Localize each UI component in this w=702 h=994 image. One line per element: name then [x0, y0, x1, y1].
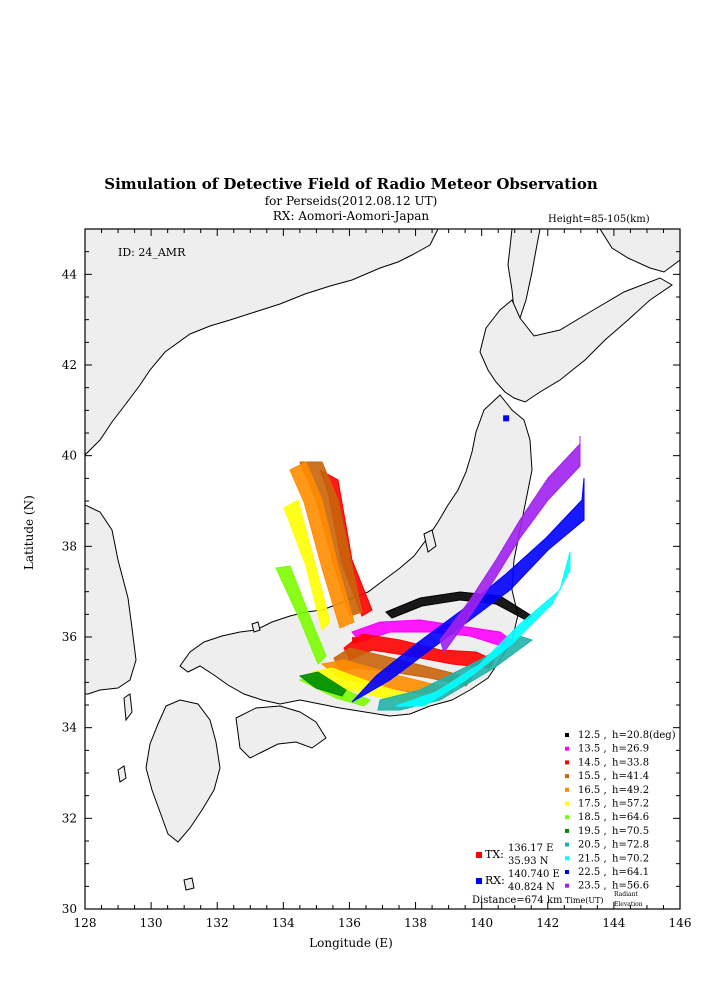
x-tick-label: 130: [140, 916, 163, 930]
land-shikoku: [235, 705, 327, 759]
height-range-label: Height=85-105(km): [548, 214, 650, 225]
y-tick-label: 32: [62, 811, 77, 825]
x-tick-label: 142: [536, 916, 559, 930]
x-tick-label: 146: [669, 916, 692, 930]
legend-time: 18.5 ,: [578, 812, 607, 823]
legend-time: 22.5 ,: [578, 867, 607, 878]
land-oki: [251, 621, 261, 633]
legend-elevation: h=72.8: [612, 840, 649, 851]
legend-footer-radiant: Radiant: [614, 891, 638, 898]
land-sakhalin: [507, 229, 541, 320]
axis-ticks: [84, 228, 681, 910]
y-tick-label: 38: [62, 539, 77, 553]
legend-swatch: [565, 870, 569, 874]
detection-band-21-5: [395, 551, 571, 707]
legend-time: 13.5 ,: [578, 744, 607, 755]
legend-time: 20.5 ,: [578, 840, 607, 851]
legend-time: 12.5 ,: [578, 730, 607, 741]
legend-elevation: h=26.9: [612, 744, 649, 755]
legend-time: 16.5 ,: [578, 785, 607, 796]
tx-station-marker: [352, 637, 359, 644]
legend-time: 21.5 ,: [578, 853, 607, 864]
legend-elevation: h=33.8: [612, 757, 649, 768]
y-tick-label: 34: [62, 721, 78, 735]
legend-swatch: [565, 842, 569, 847]
id-label: ID: 24_AMR: [118, 246, 186, 259]
y-tick-labels: 30 32 34 36 38 40 42 44: [62, 267, 78, 916]
x-tick-label: 136: [338, 916, 361, 930]
legend-swatch: [565, 815, 569, 820]
x-axis-label: Longitude (E): [309, 936, 393, 950]
chart-subtitle-receiver: RX: Aomori-Aomori-Japan: [272, 209, 430, 223]
rx-label: RX:: [485, 874, 505, 887]
land-asia-mainland: [85, 229, 439, 456]
y-tick-label: 42: [62, 358, 77, 372]
rx-lon: 140.740 E: [508, 869, 560, 880]
detection-band-19-5: [298, 671, 347, 697]
land-yakushima: [183, 877, 195, 891]
x-tick-label: 144: [602, 916, 625, 930]
x-tick-label: 132: [206, 916, 229, 930]
y-tick-label: 30: [62, 902, 77, 916]
tx-legend-swatch: [476, 852, 482, 858]
x-tick-label: 128: [74, 916, 97, 930]
legend-swatch: [565, 760, 569, 765]
legend-swatch: [565, 801, 569, 806]
legend-elevation: h=70.5: [612, 826, 649, 837]
rx-station-marker: [503, 415, 510, 422]
x-tick-label: 138: [404, 916, 427, 930]
legend-elevation: h=56.6: [612, 881, 649, 892]
x-tick-label: 140: [470, 916, 493, 930]
legend-elevation: h=64.1: [612, 867, 649, 878]
legend-time: 17.5 ,: [578, 799, 607, 810]
land-tsushima: [123, 693, 133, 722]
legend-footer-time: Time(UT): [565, 896, 604, 905]
x-tick-label: 134: [272, 916, 295, 930]
tx-label: TX:: [485, 848, 504, 861]
land-hokkaido: [479, 277, 673, 403]
y-tick-label: 40: [62, 449, 77, 463]
legend-elevation: h=20.8(deg): [612, 730, 676, 741]
legend-time: 14.5 ,: [578, 757, 607, 768]
land-korea: [85, 504, 137, 695]
legend-swatch: [565, 733, 569, 737]
y-tick-label: 36: [62, 630, 77, 644]
legend-swatch: [565, 856, 569, 861]
legend-elevation: h=49.2: [612, 785, 649, 796]
legend-swatch: [565, 787, 569, 792]
legend-time: 19.5 ,: [578, 826, 607, 837]
land-kyushu: [145, 699, 221, 843]
legend-swatch: [565, 883, 569, 888]
x-tick-labels: 128 130 132 134 136 138 140 142 144 146: [74, 916, 692, 930]
land-sado: [423, 529, 437, 553]
legend-time: 23.5 ,: [578, 881, 607, 892]
rx-lat: 40.824 N: [508, 882, 555, 893]
detection-band-23-5: [439, 436, 581, 654]
y-tick-label: 44: [62, 267, 78, 281]
legend-swatch: [565, 774, 569, 779]
legend-swatch: [565, 746, 569, 751]
legend-elevation: h=57.2: [612, 799, 649, 810]
land-upper-right: [599, 229, 680, 273]
legend: 12.5 , h=20.8(deg) 13.5 , h=26.9 14.5 , h=33.…: [565, 730, 676, 892]
distance-label: Distance=674 km: [472, 895, 563, 906]
tx-lon: 136.17 E: [508, 843, 553, 854]
legend-swatch: [565, 828, 569, 833]
tx-lat: 35.93 N: [508, 856, 549, 867]
y-axis-label: Latitude (N): [22, 495, 36, 570]
detection-bands: [275, 436, 585, 711]
chart-title: Simulation of Detective Field of Radio M…: [104, 175, 598, 193]
rx-legend-swatch: [476, 878, 482, 884]
legend-time: 15.5 ,: [578, 771, 607, 782]
legend-elevation: h=64.6: [612, 812, 649, 823]
legend-footer-elevation: Elevation: [614, 901, 643, 908]
legend-elevation: h=70.2: [612, 853, 649, 864]
chart-subtitle-shower: for Perseids(2012.08.12 UT): [264, 194, 438, 208]
land-goto: [117, 765, 127, 783]
legend-elevation: h=41.4: [612, 771, 649, 782]
